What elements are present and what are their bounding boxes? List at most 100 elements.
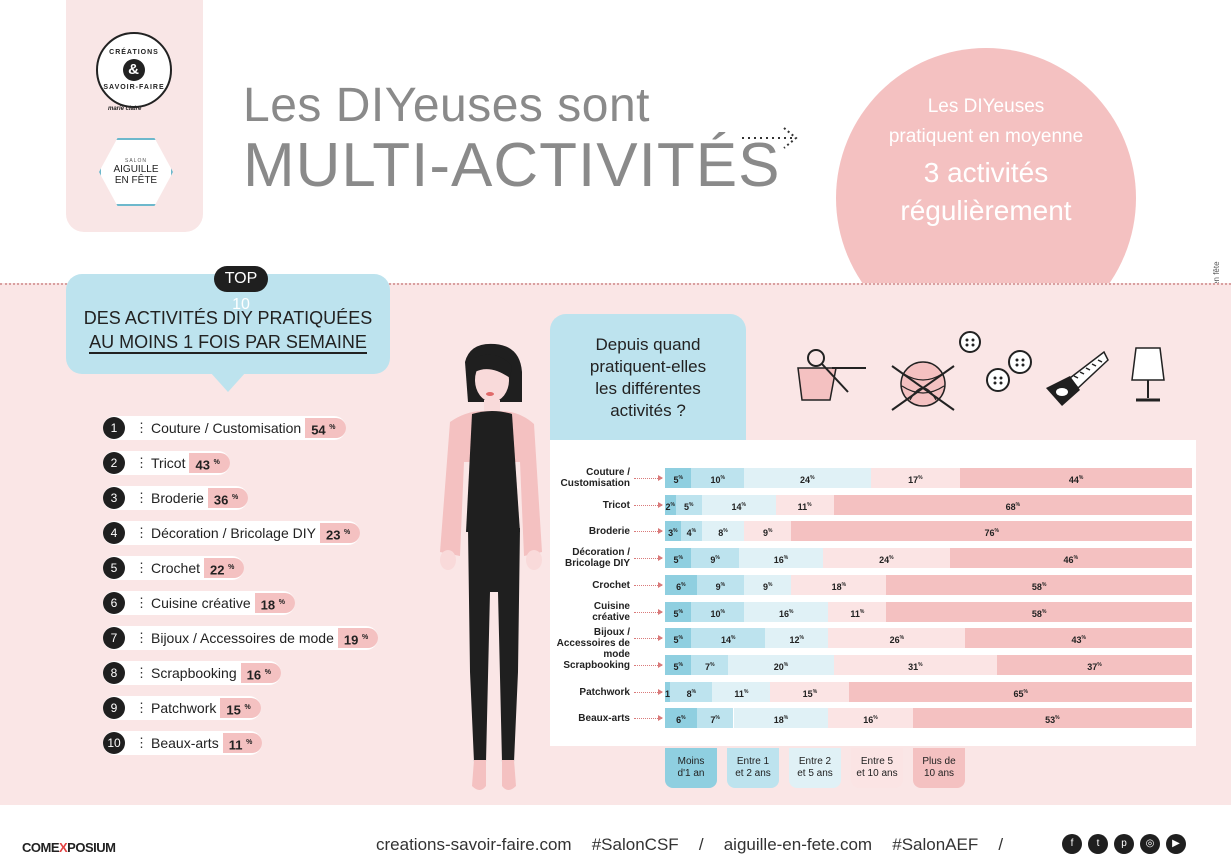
category-label: Bijoux / Accessoires de mode	[556, 627, 630, 660]
logo-aiguille-salon: SALON	[125, 158, 147, 164]
rank-label: Patchwork	[151, 700, 217, 716]
rank-label: Broderie	[151, 490, 204, 506]
legend-label: et 2 ans	[735, 768, 771, 779]
category-label: Broderie	[588, 525, 630, 537]
category-connector	[634, 558, 662, 559]
legend-label: et 5 ans	[797, 768, 833, 779]
bar-segment: 7%	[696, 708, 734, 728]
bar-segment: 9%	[691, 548, 739, 568]
bar-segment: 1%	[665, 682, 671, 702]
bar-segment: 5%	[675, 495, 702, 515]
legend-label: Plus de	[922, 756, 956, 767]
category-connector	[634, 612, 662, 613]
legend-label: Moins	[677, 756, 705, 767]
rank-percent: 22 %	[204, 558, 245, 578]
bar-segment: 16%	[744, 602, 829, 622]
rank-number: 9	[103, 697, 125, 719]
bar-segment: 18%	[791, 575, 887, 595]
woman-illustration	[420, 342, 570, 802]
bar-segment: 24%	[823, 548, 950, 568]
bar-segment: 8%	[670, 682, 713, 702]
rank-dots: ⋮	[135, 735, 148, 750]
comexposium-logo: COMEXPOSIUM	[22, 840, 116, 855]
category-arrow	[658, 662, 663, 668]
bar-segment: 7%	[691, 655, 729, 675]
stacked-bar: 5% 7% 20% 31% 37%	[665, 655, 1192, 675]
logo-aiguille-line2: EN FÊTE	[114, 175, 158, 186]
logo-aiguille-line1: AIGUILLE	[113, 164, 159, 175]
circle-line1: Les DIYeuses	[927, 96, 1045, 117]
rank-dots: ⋮	[135, 560, 148, 575]
organizer-b: POSIUM	[67, 840, 116, 855]
category-arrow	[658, 715, 663, 721]
dotted-arrow-icon	[740, 118, 800, 167]
category-label: Beaux-arts	[578, 712, 630, 724]
rank-percent: 43 %	[189, 453, 230, 473]
instagram-icon[interactable]: ◎	[1140, 834, 1160, 854]
buttons-icon	[956, 328, 1036, 403]
bar-segment: 58%	[886, 575, 1192, 595]
bar-segment: 46%	[949, 548, 1192, 568]
category-label: Décoration / Bricolage DIY	[564, 547, 630, 569]
category-arrow	[658, 582, 663, 588]
bar-segment: 9%	[696, 575, 745, 595]
legend-label: et 10 ans	[856, 768, 898, 779]
bar-segment: 14%	[691, 628, 766, 648]
question-box: Depuis quand pratiquent-elles les différ…	[550, 314, 746, 440]
rank-percent: 19 %	[337, 628, 379, 648]
category-connector	[634, 585, 662, 586]
top10-heading-line2: AU MOINS 1 FOIS PAR SEMAINE	[89, 332, 367, 354]
rank-number: 6	[103, 592, 125, 614]
rank-dots: ⋮	[135, 455, 148, 470]
rank-number: 4	[103, 522, 125, 544]
rank-number: 7	[103, 627, 125, 649]
bar-segment: 5%	[665, 602, 692, 622]
bar-segment: 10%	[691, 602, 745, 622]
category-connector	[634, 505, 662, 506]
top10-item: 3 ⋮ Broderie 36 %	[103, 486, 249, 510]
category-connector	[634, 718, 662, 719]
stacked-bar: 5% 10% 24% 17% 44%	[665, 468, 1192, 488]
twitter-icon[interactable]: t	[1088, 834, 1108, 854]
rank-dots: ⋮	[135, 420, 148, 435]
bar-segment: 12%	[765, 628, 829, 648]
youtube-icon[interactable]: ▶	[1166, 834, 1186, 854]
footer-links[interactable]: creations-savoir-faire.com #SalonCSF / a…	[376, 835, 1004, 854]
bar-segment: 8%	[701, 521, 745, 541]
category-arrow	[658, 635, 663, 641]
footer	[0, 820, 1231, 864]
category-connector	[634, 665, 662, 666]
bar-segment: 3%	[665, 521, 681, 541]
category-arrow	[658, 555, 663, 561]
legend-item: Entre 5 et 10 ans	[851, 748, 903, 788]
rank-label: Crochet	[151, 560, 201, 576]
circle-line4: régulièrement	[900, 195, 1072, 226]
bar-segment: 20%	[728, 655, 834, 675]
bar-segment: 4%	[680, 521, 702, 541]
rank-percent: 15 %	[220, 698, 261, 718]
bar-segment: 16%	[738, 548, 824, 568]
bar-segment: 16%	[828, 708, 913, 728]
rank-dots: ⋮	[135, 630, 148, 645]
category-arrow	[658, 475, 663, 481]
question-line3: les différentes	[595, 379, 701, 398]
category-label: Couture / Customisation	[560, 467, 630, 489]
bar-segment: 5%	[665, 548, 692, 568]
bar-segment: 37%	[997, 655, 1192, 675]
top10-heading-line1: DES ACTIVITÉS DIY PRATIQUÉES	[83, 308, 373, 328]
bar-segment: 44%	[960, 468, 1192, 488]
bar-segment: 11%	[775, 495, 834, 515]
pinterest-icon[interactable]: p	[1114, 834, 1134, 854]
stacked-bar: 3% 4% 8% 9% 76%	[665, 521, 1192, 541]
rank-dots: ⋮	[135, 665, 148, 680]
top10-item: 8 ⋮ Scrapbooking 16 %	[103, 661, 281, 685]
circle-line3: 3 activités	[923, 157, 1049, 188]
page-title-line2: MULTI-ACTIVITÉS	[243, 131, 781, 200]
bar-segment: 11%	[828, 602, 887, 622]
bar-segment: 65%	[849, 682, 1192, 702]
rank-number: 2	[103, 452, 125, 474]
category-connector	[634, 478, 662, 479]
facebook-icon[interactable]: f	[1062, 834, 1082, 854]
legend-item: Plus de 10 ans	[913, 748, 965, 788]
top10-item: 9 ⋮ Patchwork 15 %	[103, 696, 261, 720]
